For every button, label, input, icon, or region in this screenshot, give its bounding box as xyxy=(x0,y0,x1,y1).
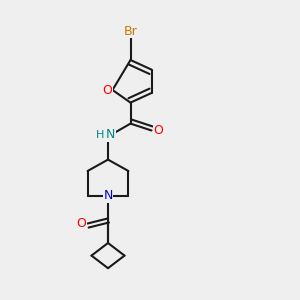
Text: Br: Br xyxy=(124,25,137,38)
Text: O: O xyxy=(76,217,86,230)
Text: N: N xyxy=(103,189,113,202)
Text: H: H xyxy=(95,130,104,140)
Text: O: O xyxy=(102,83,112,97)
Text: N: N xyxy=(106,128,115,142)
Text: O: O xyxy=(153,124,163,137)
